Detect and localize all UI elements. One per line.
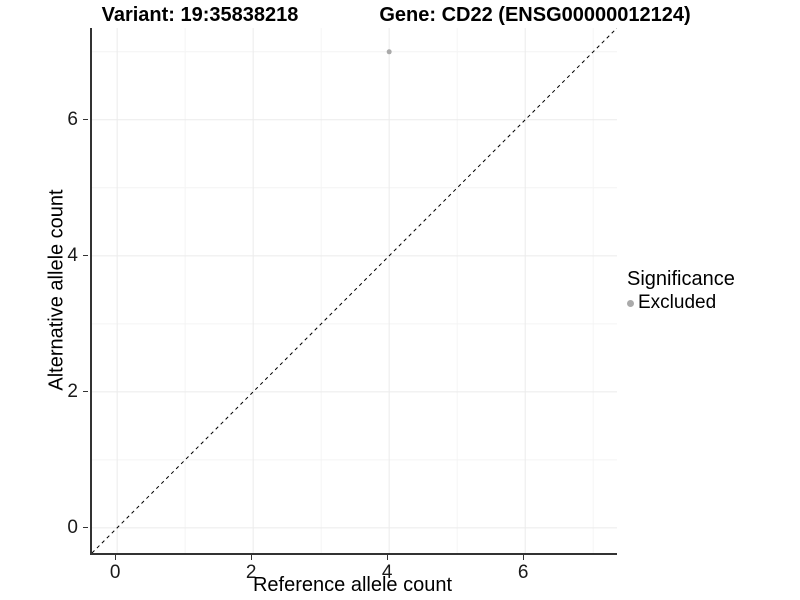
x-tick-label: 6 (517, 562, 529, 583)
y-tick-label: 4 (67, 244, 78, 266)
identity-dashed-line (92, 28, 617, 553)
legend-item-excluded: Excluded (627, 292, 735, 314)
y-tick-mark (83, 527, 88, 529)
x-tick-mark (250, 555, 252, 560)
variant-title: Variant: 19:35838218 (101, 4, 299, 26)
y-tick-mark (83, 391, 88, 393)
x-tick-mark (114, 555, 116, 560)
x-axis-title: Reference allele count (252, 574, 452, 596)
y-tick-mark (83, 119, 88, 121)
x-tick-label: 0 (109, 562, 121, 583)
legend: Significance Excluded (627, 268, 735, 314)
y-axis-title: Alternative allele count (45, 189, 68, 391)
y-tick-label: 6 (67, 108, 78, 130)
x-tick-label: 4 (381, 562, 393, 583)
y-tick-mark (83, 255, 88, 257)
x-tick-label: 2 (245, 562, 257, 583)
y-tick-label: 2 (67, 380, 78, 402)
legend-title: Significance (627, 268, 735, 290)
x-tick-mark (522, 555, 524, 560)
plot-panel (90, 28, 617, 555)
x-tick-mark (386, 555, 388, 560)
plot-area-svg (92, 28, 617, 553)
gene-title: Gene: CD22 (ENSG00000012124) (379, 4, 691, 26)
legend-item-label: Excluded (638, 292, 717, 313)
y-tick-label: 0 (67, 516, 78, 538)
data-point (386, 49, 392, 55)
excluded-point-icon (627, 299, 634, 307)
